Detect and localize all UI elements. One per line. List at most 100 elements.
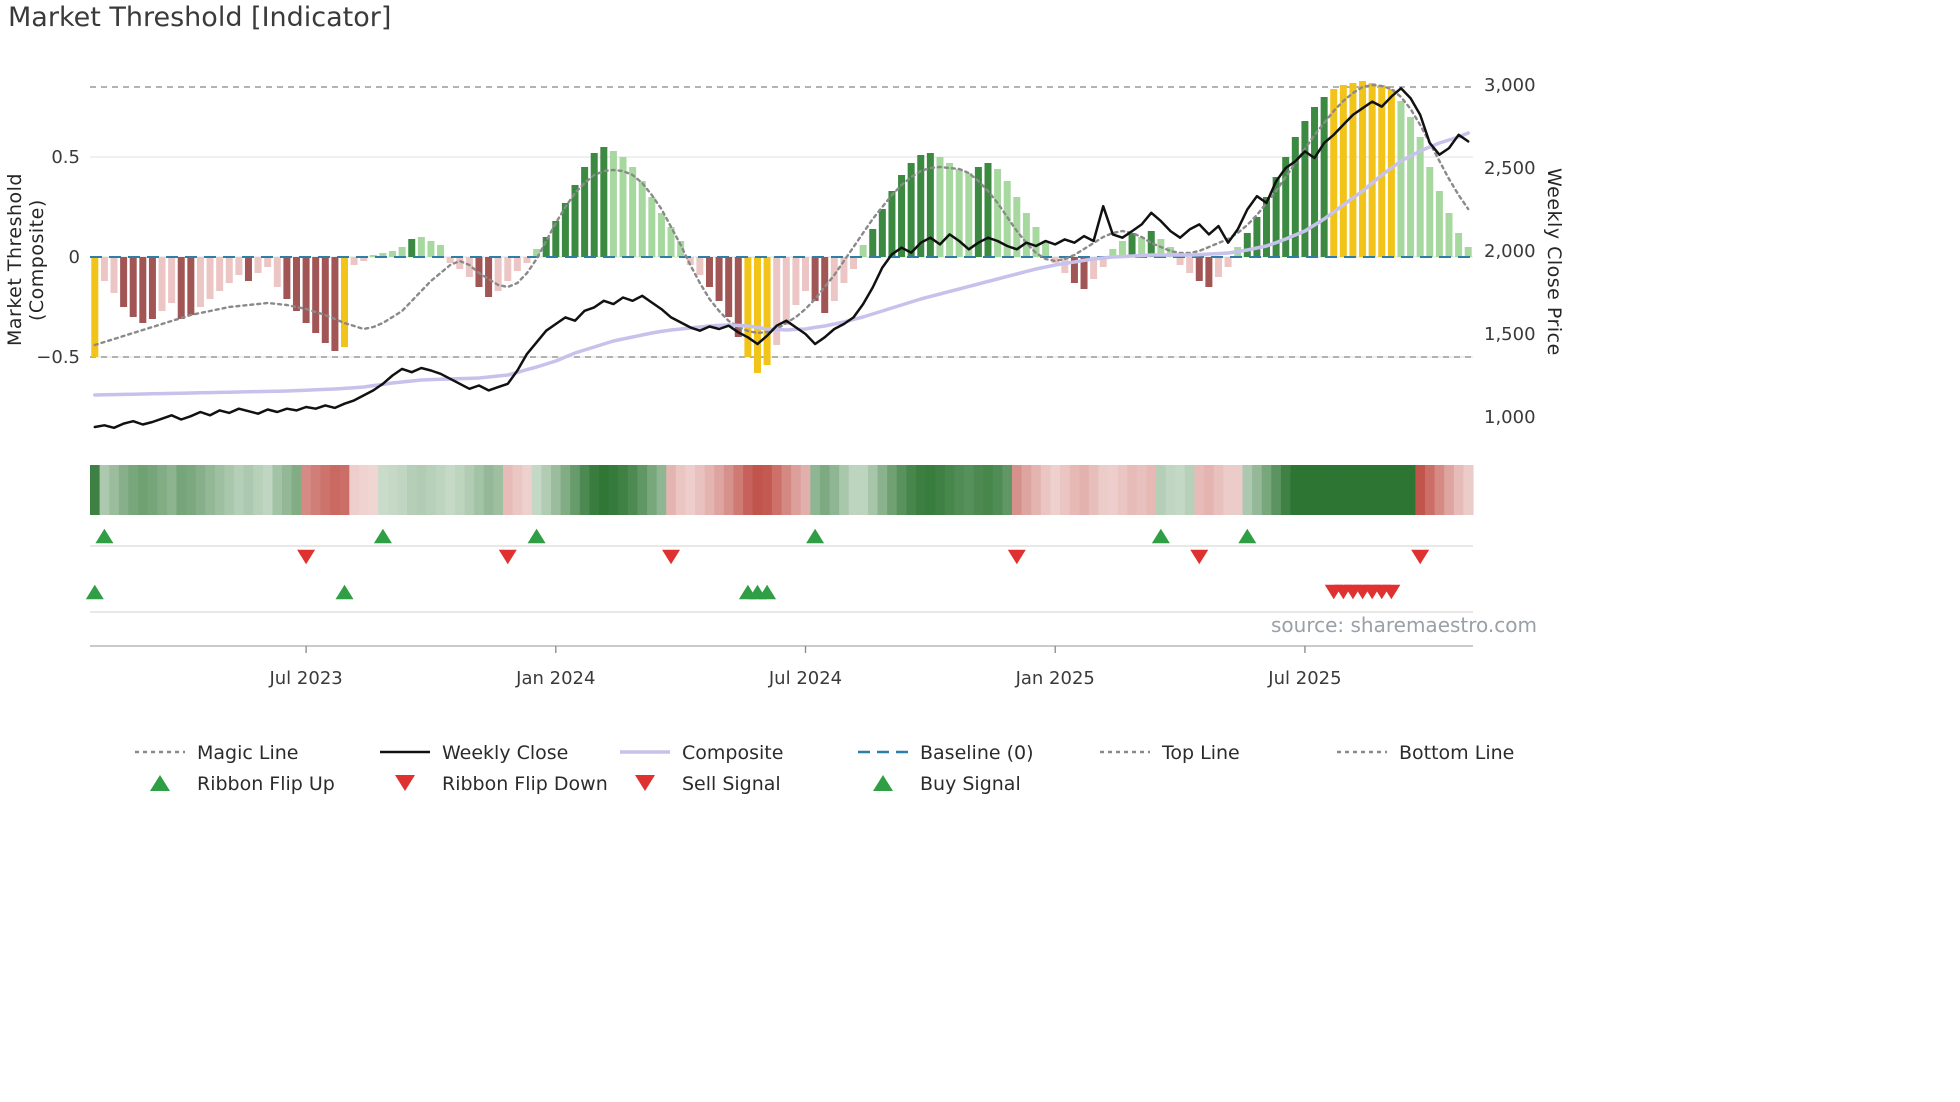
ribbon-cell	[858, 465, 869, 515]
threshold-bar	[1464, 247, 1472, 257]
threshold-bar	[1022, 213, 1030, 257]
ribbon-cell	[800, 465, 811, 515]
right-tick-label: 2,500	[1484, 158, 1536, 179]
threshold-bar	[1349, 83, 1357, 257]
source-credit: source: sharemaestro.com	[1271, 613, 1537, 637]
threshold-bar	[590, 153, 598, 257]
legend-triangle-up-icon	[150, 775, 170, 791]
threshold-bar	[705, 257, 713, 287]
threshold-bar	[926, 153, 934, 257]
threshold-bar	[561, 203, 569, 257]
left-tick-label: 0.5	[51, 147, 80, 168]
ribbon-cell	[99, 465, 110, 515]
ribbon-cell	[1223, 465, 1234, 515]
ribbon-cell	[272, 465, 283, 515]
buy-signal-marker	[85, 584, 104, 600]
right-tick-label: 3,000	[1484, 75, 1536, 96]
ribbon-cell	[464, 465, 475, 515]
ribbon-cell	[1079, 465, 1090, 515]
ribbon-cell	[1213, 465, 1224, 515]
ribbon-cell	[243, 465, 254, 515]
threshold-bar	[196, 257, 204, 307]
threshold-bar	[360, 257, 368, 261]
threshold-bar	[1032, 227, 1040, 257]
ribbon-cell	[1204, 465, 1215, 515]
ribbon-cell	[1117, 465, 1128, 515]
threshold-bar	[129, 257, 137, 317]
threshold-bar	[533, 249, 541, 257]
threshold-bar	[302, 257, 310, 323]
threshold-bar	[1186, 257, 1194, 273]
threshold-bar	[1368, 83, 1376, 257]
threshold-bar	[1397, 101, 1405, 257]
threshold-bar	[600, 147, 608, 257]
left-axis-label: Market Threshold (Composite)	[4, 173, 48, 347]
ribbon-cell	[963, 465, 975, 515]
threshold-bar	[792, 257, 800, 305]
threshold-bar	[120, 257, 128, 307]
ribbon-cell	[618, 465, 629, 515]
threshold-bar	[292, 257, 300, 311]
ribbon-cell	[685, 465, 696, 515]
x-tick-label: Jul 2023	[268, 668, 342, 689]
ribbon-cell	[147, 465, 158, 515]
ribbon-flip-up-marker	[373, 528, 392, 544]
threshold-bar	[1445, 213, 1453, 257]
ribbon-cell	[1463, 465, 1474, 515]
ribbon-cell	[310, 465, 322, 515]
ribbon-flip-up-marker	[1238, 528, 1257, 544]
legend-label: Ribbon Flip Up	[197, 773, 335, 795]
threshold-bar	[273, 257, 281, 287]
ribbon-cell	[320, 465, 331, 515]
ribbon-cell	[157, 465, 168, 515]
threshold-bar	[1253, 217, 1261, 257]
threshold-bar	[907, 163, 915, 257]
ribbon-cell	[983, 465, 994, 515]
ribbon-cell	[282, 465, 293, 515]
threshold-bar	[1339, 85, 1347, 257]
ribbon-cell	[1252, 465, 1263, 515]
threshold-bar	[869, 229, 877, 257]
ribbon-cell	[454, 465, 466, 515]
threshold-bar	[965, 173, 973, 257]
threshold-bar	[1272, 177, 1280, 257]
threshold-bar	[1455, 233, 1463, 257]
threshold-bar	[715, 257, 723, 301]
threshold-bar	[821, 257, 829, 313]
ribbon-cell	[1338, 465, 1349, 515]
composite-line	[93, 131, 1470, 397]
threshold-bar	[1291, 137, 1299, 257]
threshold-bar	[235, 257, 243, 275]
ribbon-cell	[378, 465, 389, 515]
ribbon-cell	[1232, 465, 1244, 515]
threshold-bar	[1416, 137, 1424, 257]
ribbon-cell	[1415, 465, 1426, 515]
threshold-bar	[1042, 241, 1050, 257]
threshold-bar	[1263, 197, 1271, 257]
threshold-bar	[974, 167, 982, 257]
legend-label: Sell Signal	[682, 773, 781, 795]
ribbon-cell	[1328, 465, 1340, 515]
threshold-bar	[437, 245, 445, 257]
ribbon-cell	[512, 465, 523, 515]
ribbon-cell	[262, 465, 274, 515]
ribbon-flip-down-marker	[1007, 549, 1026, 565]
threshold-bar	[350, 257, 358, 265]
ribbon-cell	[1156, 465, 1167, 515]
threshold-bar	[1214, 257, 1222, 277]
ribbon-cell	[752, 465, 763, 515]
ribbon-cell	[531, 465, 542, 515]
ribbon-cell	[944, 465, 955, 515]
ribbon-flip-down-marker	[1190, 549, 1209, 565]
ribbon-cell	[368, 465, 379, 515]
threshold-bar	[244, 257, 252, 281]
ribbon-cell	[839, 465, 850, 515]
ribbon-cell	[339, 465, 350, 515]
ribbon-cell	[589, 465, 600, 515]
legend-label: Buy Signal	[920, 773, 1021, 795]
ribbon-cell	[723, 465, 735, 515]
legend-label: Composite	[682, 742, 783, 764]
threshold-bar	[1224, 257, 1232, 267]
threshold-bar	[1099, 257, 1107, 267]
threshold-bar	[1311, 107, 1319, 257]
